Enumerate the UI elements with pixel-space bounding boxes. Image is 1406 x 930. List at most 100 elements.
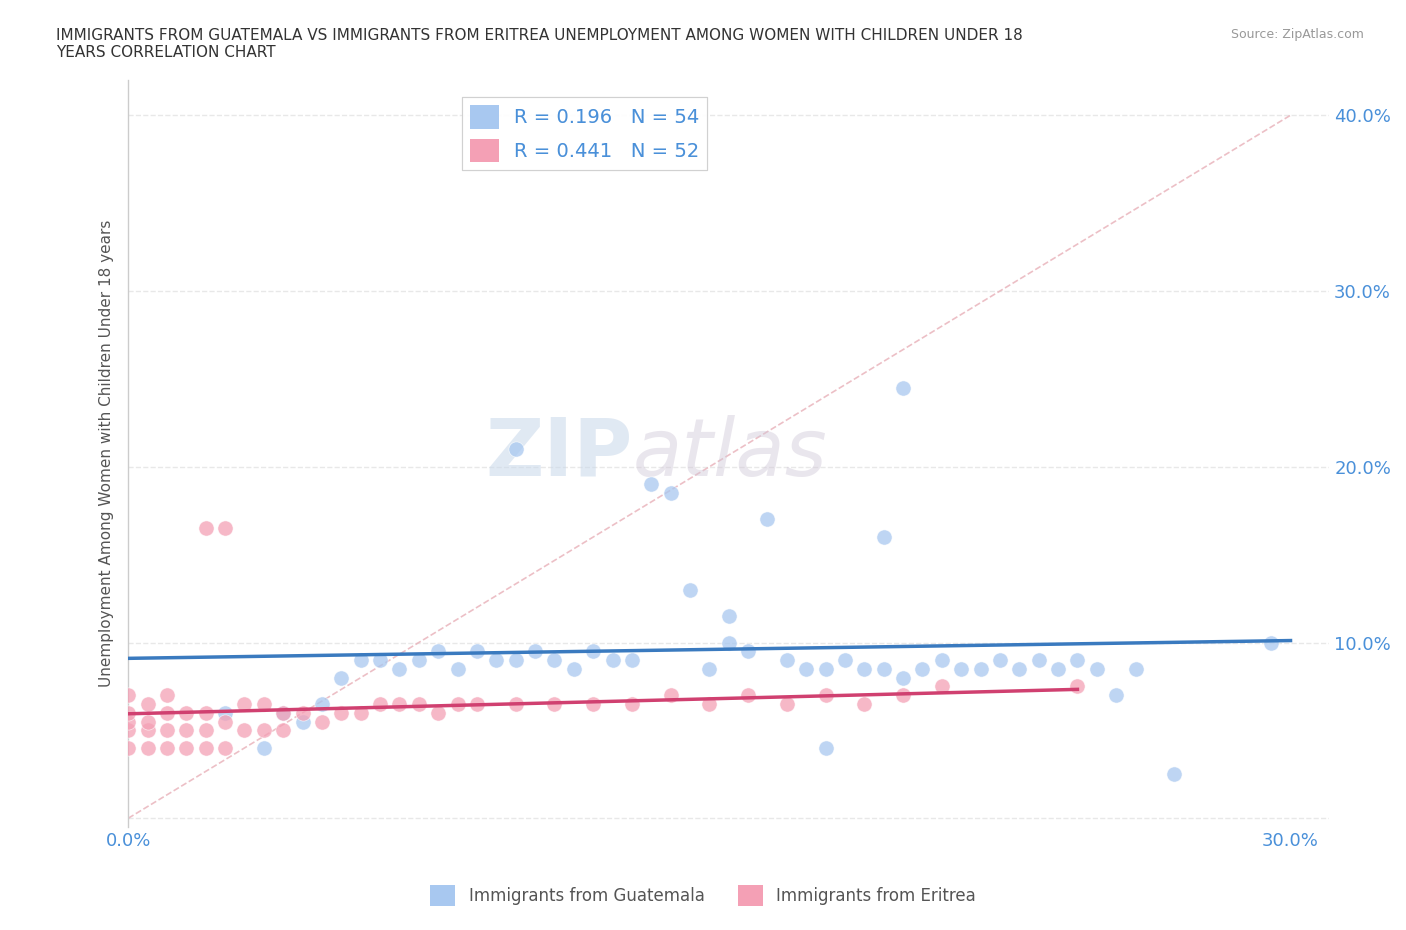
Point [194,521,217,536]
Point [1085,661,1108,676]
Point [253,723,276,737]
Point [194,740,217,755]
Point [330,705,353,720]
Point [156,688,179,703]
Point [659,485,682,500]
Point [465,644,488,658]
Point [368,653,391,668]
Point [117,723,139,737]
Point [156,705,179,720]
Text: atlas: atlas [633,415,827,493]
Point [176,740,198,755]
Legend: R = 0.196   N = 54, R = 0.441   N = 52: R = 0.196 N = 54, R = 0.441 N = 52 [461,98,707,170]
Point [717,635,740,650]
Point [505,697,527,711]
Point [931,653,953,668]
Point [543,697,565,711]
Point [620,653,643,668]
Point [485,653,508,668]
Point [1125,661,1147,676]
Point [214,705,236,720]
Point [408,653,430,668]
Point [176,723,198,737]
Point [253,697,276,711]
Point [543,653,565,668]
Point [350,653,373,668]
Point [814,661,837,676]
Point [931,679,953,694]
Point [388,661,411,676]
Point [582,697,605,711]
Point [136,740,159,755]
Point [311,714,333,729]
Point [117,714,139,729]
Point [311,697,333,711]
Point [214,714,236,729]
Point [117,740,139,755]
Point [776,697,799,711]
Point [911,661,934,676]
Text: IMMIGRANTS FROM GUATEMALA VS IMMIGRANTS FROM ERITREA UNEMPLOYMENT AMONG WOMEN WI: IMMIGRANTS FROM GUATEMALA VS IMMIGRANTS … [56,28,1024,60]
Point [1260,635,1282,650]
Point [233,697,256,711]
Point [136,697,159,711]
Legend: Immigrants from Guatemala, Immigrants from Eritrea: Immigrants from Guatemala, Immigrants fr… [423,879,983,912]
Point [950,661,973,676]
Point [891,671,914,685]
Point [737,688,759,703]
Point [853,661,876,676]
Point [117,705,139,720]
Point [408,697,430,711]
Point [271,705,294,720]
Point [776,653,799,668]
Point [117,688,139,703]
Point [350,705,373,720]
Point [194,723,217,737]
Point [291,714,314,729]
Point [156,723,179,737]
Point [427,705,450,720]
Point [1163,767,1185,782]
Point [136,714,159,729]
Point [136,723,159,737]
Point [1066,679,1088,694]
Point [969,661,991,676]
Point [891,380,914,395]
Point [737,644,759,658]
Y-axis label: Unemployment Among Women with Children Under 18 years: Unemployment Among Women with Children U… [100,219,114,687]
Point [388,697,411,711]
Point [271,705,294,720]
Point [505,653,527,668]
Point [873,529,896,544]
Point [1008,661,1031,676]
Point [271,723,294,737]
Point [233,723,256,737]
Point [330,671,353,685]
Point [814,688,837,703]
Point [699,661,721,676]
Point [620,697,643,711]
Point [253,740,276,755]
Point [1066,653,1088,668]
Text: Source: ZipAtlas.com: Source: ZipAtlas.com [1230,28,1364,41]
Point [214,740,236,755]
Point [446,661,468,676]
Point [659,688,682,703]
Point [988,653,1011,668]
Point [640,477,662,492]
Point [427,644,450,658]
Point [679,582,702,597]
Point [368,697,391,711]
Point [834,653,856,668]
Point [814,740,837,755]
Point [873,661,896,676]
Point [756,512,779,527]
Point [194,705,217,720]
Point [465,697,488,711]
Point [891,688,914,703]
Point [853,697,876,711]
Point [446,697,468,711]
Point [176,705,198,720]
Point [291,705,314,720]
Point [1105,688,1128,703]
